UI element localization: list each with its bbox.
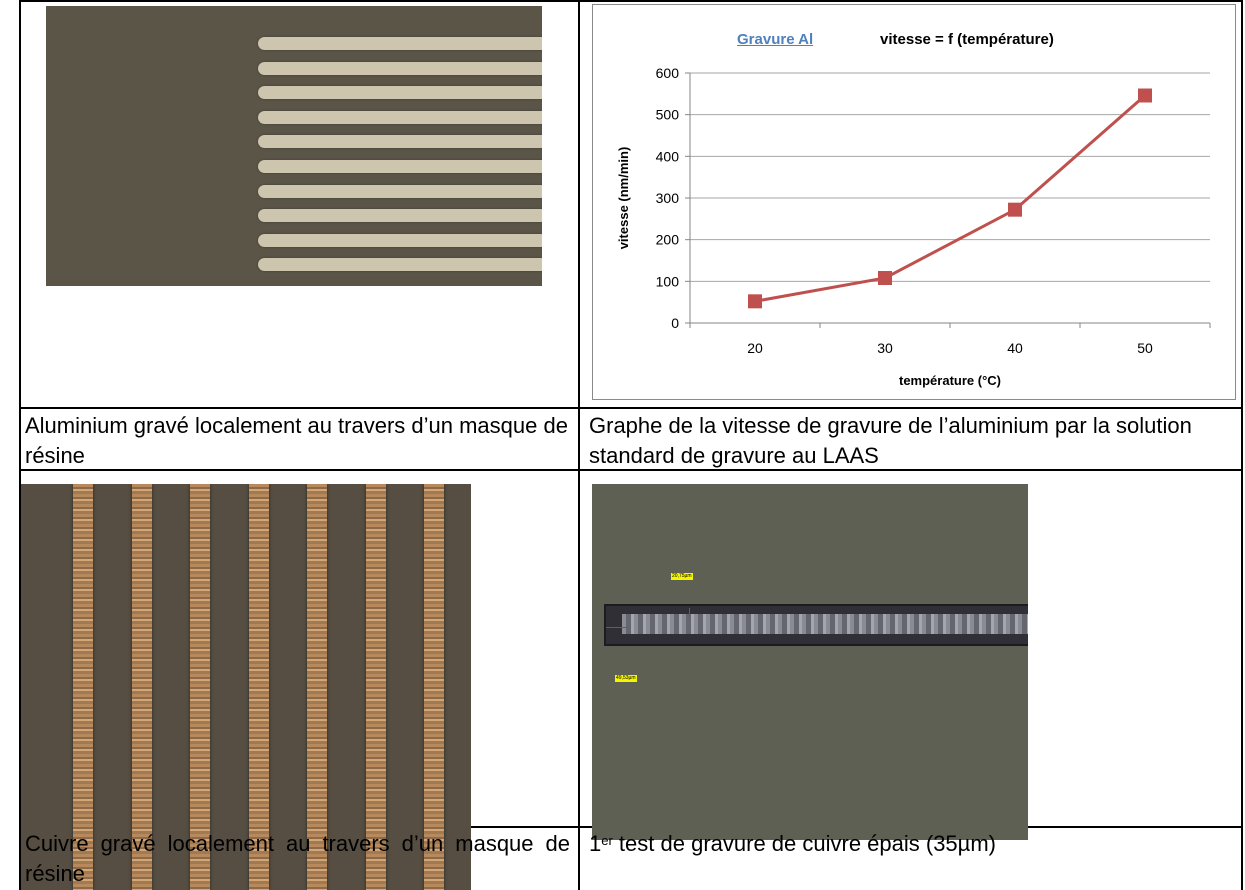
cuivre-strip: [365, 484, 386, 890]
data-point: [748, 294, 762, 309]
table-border-right: [1241, 0, 1243, 890]
aluminium-line: [258, 160, 542, 173]
cuivre-micrograph: [21, 484, 471, 890]
data-point: [1008, 202, 1022, 217]
aluminium-line: [258, 209, 542, 223]
table-border-top: [19, 0, 1243, 2]
cuivre-strip: [424, 484, 444, 890]
aluminium-line: [258, 110, 542, 124]
copper-track-surface: [622, 614, 1028, 634]
y-tick-label: 400: [656, 148, 680, 164]
y-tick-label: 600: [656, 65, 680, 81]
cuivre-strip: [131, 484, 152, 890]
caption-cuivre-epais: 1er test de gravure de cuivre épais (35µ…: [589, 829, 1237, 859]
y-tick-label: 100: [656, 273, 680, 289]
aluminium-line: [258, 61, 542, 75]
cuivre-strip: [248, 484, 269, 890]
measure-label-length: 49,53µm: [615, 675, 637, 682]
cuivre-strip: [307, 484, 327, 890]
measure-line-horizontal: [606, 627, 628, 628]
y-axis-label: vitesse (nm/min): [616, 147, 631, 250]
cuivre-strip: [73, 484, 93, 890]
caption-cuivre-epais-sup: er: [601, 833, 613, 848]
table-border-middle: [578, 0, 580, 890]
aluminium-line: [258, 233, 542, 247]
chart-title: vitesse = f (température): [880, 31, 1054, 48]
series-line: [754, 94, 1146, 303]
x-tick-label: 30: [877, 340, 893, 356]
measure-label-width: 20,75µm: [671, 573, 693, 580]
y-tick-label: 200: [656, 232, 680, 248]
caption-aluminium: Aluminium gravé localement au travers d’…: [25, 413, 568, 468]
y-tick-label: 300: [656, 190, 680, 206]
table-border-left: [19, 0, 21, 890]
x-tick-label: 50: [1137, 340, 1153, 356]
cuivre-strip: [190, 484, 210, 890]
aluminium-line: [258, 135, 542, 149]
caption-cuivre-epais-prefix: 1: [589, 831, 602, 856]
x-tick-label: 40: [1007, 340, 1023, 356]
data-point: [1138, 88, 1152, 103]
aluminium-line: [258, 184, 542, 198]
table-row-divider-1: [19, 407, 1243, 409]
etch-rate-chart: 0 100 200 300 400 500 600 20 30 40 50 température (…: [592, 4, 1236, 400]
cuivre-epais-micrograph: 20,75µm 49,53µm: [592, 484, 1028, 840]
data-point: [878, 271, 892, 285]
aluminium-line: [258, 37, 542, 50]
measure-line-vertical: [689, 608, 690, 618]
caption-cuivre-epais-rest: test de gravure de cuivre épais (35µm): [612, 831, 996, 856]
x-tick-label: 20: [747, 340, 763, 356]
aluminium-line: [258, 258, 542, 272]
y-tick-label: 500: [656, 107, 680, 123]
caption-graph: Graphe de la vitesse de gravure de l’alu…: [589, 413, 1192, 468]
aluminium-line: [258, 86, 542, 100]
aluminium-micrograph: [46, 6, 542, 286]
chart-svg: 0 100 200 300 400 500 600 20 30 40 50 température (…: [616, 65, 1211, 388]
x-axis-label: température (°C): [899, 373, 1001, 388]
y-tick-label: 0: [671, 315, 679, 331]
chart-title-link[interactable]: Gravure Al: [737, 31, 814, 48]
caption-cuivre: Cuivre gravé localement au travers d’un …: [25, 831, 570, 886]
table-row-divider-2: [19, 469, 1243, 471]
